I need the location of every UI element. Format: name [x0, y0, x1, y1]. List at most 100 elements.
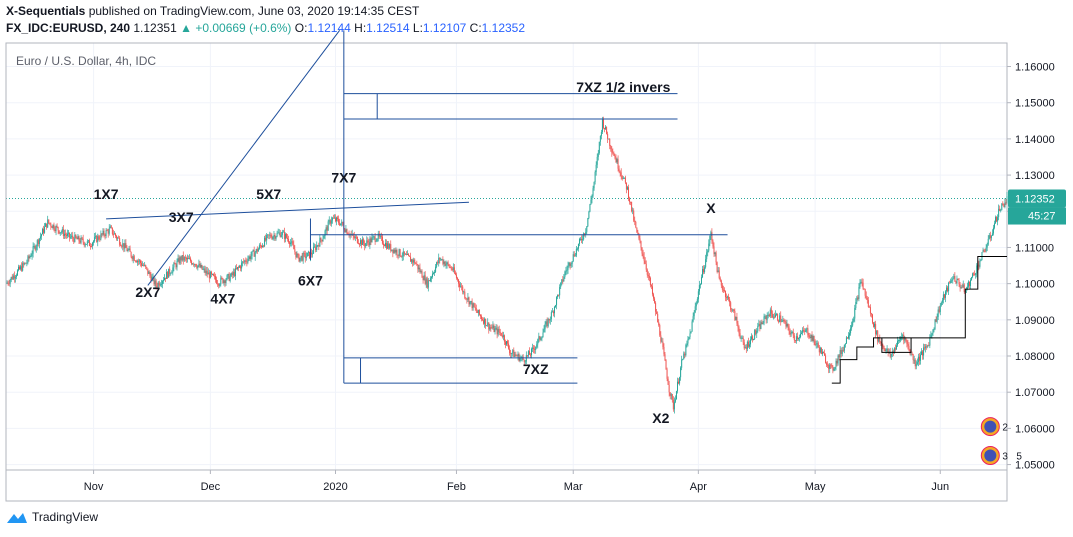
- candle-body: [313, 246, 315, 254]
- candle-body: [775, 314, 777, 317]
- candle-body: [235, 268, 237, 269]
- candle: [599, 135, 601, 146]
- candle: [479, 314, 481, 320]
- candle-body: [692, 316, 694, 322]
- candle: [224, 279, 226, 288]
- candle-body: [96, 235, 98, 243]
- candle-body: [724, 290, 726, 298]
- candle-body: [171, 272, 173, 274]
- candle: [784, 319, 786, 325]
- candle: [907, 339, 909, 350]
- candle-body: [889, 351, 891, 357]
- candle-body: [592, 188, 594, 196]
- candle: [984, 248, 986, 253]
- candle: [251, 251, 253, 260]
- candle: [612, 148, 614, 155]
- candle: [466, 298, 468, 304]
- candle-body: [365, 243, 367, 247]
- candle-body: [1006, 196, 1008, 203]
- candle: [248, 255, 250, 262]
- candle-body: [817, 343, 819, 348]
- candle: [890, 353, 892, 360]
- candle-body: [531, 348, 533, 356]
- candle: [673, 397, 675, 414]
- candle: [69, 232, 71, 242]
- candle: [344, 228, 346, 233]
- candle: [883, 345, 885, 352]
- badge-extra: 5: [1016, 452, 1022, 463]
- y-tick-label: 1.11000: [1015, 242, 1054, 254]
- candle: [744, 344, 746, 349]
- candle: [778, 319, 780, 324]
- label-x2: X2: [652, 410, 669, 426]
- candle: [29, 254, 31, 260]
- candle-body: [54, 229, 56, 232]
- candle: [775, 310, 777, 318]
- candle: [446, 261, 448, 269]
- candle: [681, 355, 683, 371]
- candle-body: [880, 342, 882, 344]
- candle-body: [311, 252, 313, 255]
- candle-body: [616, 159, 618, 163]
- candle-body: [604, 127, 606, 129]
- candle-body: [345, 229, 347, 232]
- candle-body: [464, 291, 466, 298]
- candle: [476, 309, 478, 314]
- candle-body: [867, 300, 869, 307]
- candle-body: [152, 276, 154, 278]
- candle-body: [640, 241, 642, 248]
- price-axis[interactable]: 1.160001.150001.140001.130001.120001.110…: [1007, 62, 1055, 472]
- candle: [504, 339, 506, 349]
- candle-body: [150, 275, 152, 282]
- candle-body: [446, 262, 448, 265]
- candle: [238, 265, 240, 272]
- candle: [654, 296, 656, 304]
- candle-body: [280, 234, 282, 238]
- candle: [975, 272, 977, 279]
- candle: [313, 242, 315, 254]
- candle: [655, 301, 657, 316]
- candle-body: [379, 235, 381, 237]
- candle-body: [879, 337, 881, 343]
- indicator-badges[interactable]: 23 5: [980, 417, 1022, 466]
- author-name[interactable]: X-Sequentials: [6, 4, 86, 18]
- candle: [988, 232, 990, 240]
- candle-body: [599, 135, 601, 142]
- candle-body: [760, 322, 762, 329]
- candle-body: [111, 227, 113, 234]
- candle-body: [45, 223, 47, 227]
- candle: [55, 224, 57, 236]
- candle-body: [806, 328, 808, 330]
- candle-body: [25, 262, 27, 264]
- candle: [639, 235, 641, 244]
- candle-body: [346, 229, 348, 234]
- label-7xz-1-2-invers: 7XZ 1/2 invers: [576, 79, 670, 95]
- candle-body: [84, 244, 86, 246]
- candle: [506, 340, 507, 347]
- candle: [942, 291, 944, 304]
- candle: [715, 250, 717, 266]
- candle-body: [719, 278, 721, 281]
- candle: [469, 301, 471, 307]
- candle-body: [731, 309, 733, 311]
- candle-body: [635, 222, 637, 228]
- candle-body: [43, 228, 45, 233]
- candle-body: [504, 341, 506, 345]
- candle: [553, 305, 555, 318]
- candle-body: [561, 279, 563, 283]
- candle: [731, 307, 733, 313]
- candle-body: [129, 248, 131, 252]
- candle-body: [735, 316, 737, 320]
- candle: [546, 317, 548, 329]
- candle-body: [634, 220, 636, 223]
- footer-brand[interactable]: TradingView: [32, 510, 99, 524]
- candle-body: [260, 245, 262, 248]
- candle-body: [337, 217, 339, 220]
- candle-body: [836, 360, 838, 364]
- candle: [817, 341, 819, 348]
- candle: [776, 312, 778, 316]
- candle-body: [698, 285, 700, 292]
- time-axis[interactable]: Nov Dec 2020 Feb Mar Apr May Jun: [84, 470, 949, 493]
- candle-body: [332, 217, 334, 219]
